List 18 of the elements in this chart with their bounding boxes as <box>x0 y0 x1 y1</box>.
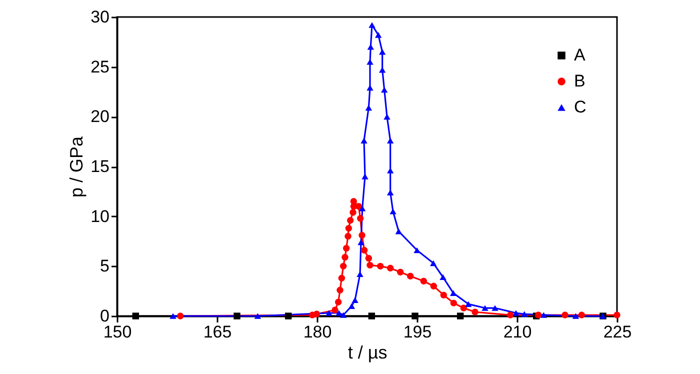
y-tick-label: 30 <box>90 8 110 26</box>
x-tick-label: 180 <box>303 322 332 342</box>
x-tick-label: 225 <box>603 322 632 342</box>
y-tick-label: 0 <box>100 306 110 326</box>
legend-label: A <box>574 46 586 64</box>
y-tick-label: 5 <box>100 256 110 276</box>
y-tick-label: 25 <box>90 57 110 76</box>
y-tick-label: 15 <box>90 157 110 176</box>
x-axis-title: t / µs <box>348 342 388 362</box>
x-tick-label: 210 <box>503 322 532 342</box>
x-tick-label: 165 <box>203 322 232 342</box>
x-tick-label: 150 <box>103 322 132 342</box>
x-tick-label: 195 <box>403 322 432 342</box>
y-tick-label: 20 <box>90 107 110 126</box>
legend-label: C <box>574 98 586 116</box>
y-tick-label: 10 <box>90 206 110 226</box>
legend-label: B <box>574 72 586 90</box>
y-axis-title: p / GPa <box>66 135 87 198</box>
